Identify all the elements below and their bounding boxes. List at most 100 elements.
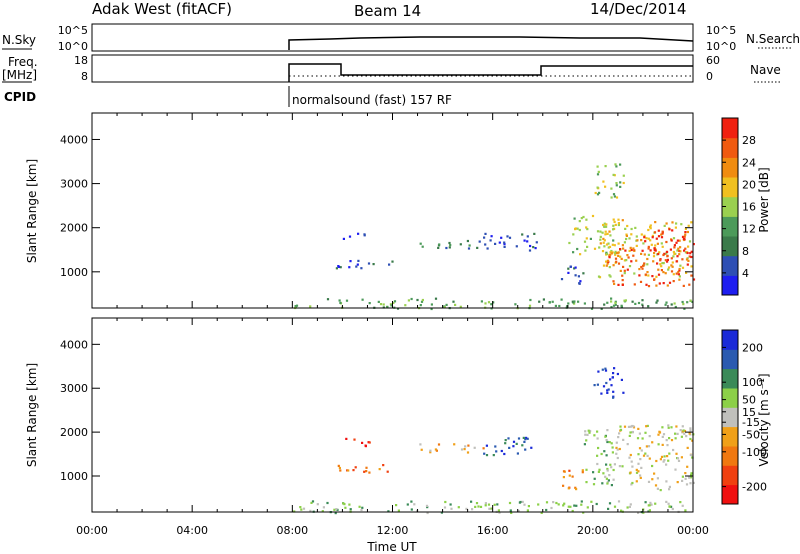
velocity-cell bbox=[567, 505, 570, 508]
velocity-cell bbox=[605, 381, 608, 385]
power-cell bbox=[673, 246, 676, 249]
power-cell bbox=[655, 237, 658, 240]
power-cell bbox=[619, 255, 622, 258]
velocity-cell bbox=[360, 508, 363, 512]
power-cell bbox=[641, 249, 644, 252]
velocity-cell bbox=[484, 504, 487, 507]
power-cell bbox=[478, 240, 481, 243]
velocity-cell bbox=[568, 469, 571, 472]
power-cell bbox=[657, 235, 661, 238]
velocity-colorbar-tick-label: 100 bbox=[742, 376, 763, 389]
velocity-cell bbox=[685, 435, 688, 438]
power-cell bbox=[348, 235, 352, 238]
velocity-cell bbox=[650, 503, 653, 506]
power-cell bbox=[649, 249, 652, 252]
velocity-cell bbox=[571, 475, 574, 478]
velocity-cell bbox=[668, 437, 671, 440]
power-ytick-label: 1000 bbox=[60, 266, 88, 279]
velocity-cell bbox=[682, 429, 685, 432]
velocity-cell bbox=[637, 462, 640, 465]
power-cell bbox=[438, 243, 441, 246]
velocity-cell bbox=[602, 472, 605, 475]
power-cell bbox=[660, 265, 663, 268]
velocity-cell bbox=[552, 501, 555, 504]
power-cell bbox=[642, 242, 645, 245]
power-cell bbox=[361, 298, 364, 301]
velocity-cell bbox=[668, 485, 671, 488]
freq-label: Freq. bbox=[8, 55, 38, 69]
velocity-cell bbox=[590, 500, 593, 503]
power-cell bbox=[606, 301, 609, 304]
velocity-cell bbox=[689, 453, 692, 457]
power-cell bbox=[386, 305, 389, 309]
power-cell bbox=[617, 222, 620, 225]
velocity-cell bbox=[607, 507, 610, 510]
velocity-cell bbox=[657, 443, 660, 446]
velocity-cell bbox=[426, 511, 429, 515]
power-cell bbox=[617, 254, 620, 257]
power-cell bbox=[503, 245, 506, 248]
velocity-colorbar-label: Velocity [m s⁻¹] bbox=[757, 373, 771, 466]
power-cell bbox=[528, 249, 532, 252]
velocity-cell bbox=[691, 456, 694, 459]
power-cell bbox=[659, 263, 662, 266]
power-cell bbox=[665, 250, 669, 254]
power-colorbar-tick-label: 16 bbox=[742, 201, 756, 214]
velocity-colorbar-swatch bbox=[722, 446, 738, 466]
power-colorbar-label: Power [dB] bbox=[757, 167, 771, 232]
nsky-tick-bottom: 10^0 bbox=[58, 40, 88, 53]
power-cell bbox=[682, 284, 685, 287]
power-cell bbox=[615, 184, 618, 187]
velocity-cell bbox=[606, 482, 609, 485]
power-cell bbox=[652, 255, 656, 258]
power-cell bbox=[596, 230, 600, 233]
power-cell bbox=[619, 248, 622, 251]
power-cell bbox=[615, 260, 618, 263]
power-cell bbox=[357, 259, 360, 262]
power-cell bbox=[614, 303, 617, 306]
power-cell bbox=[665, 252, 668, 255]
velocity-cell bbox=[681, 479, 684, 482]
power-cell bbox=[661, 232, 664, 235]
velocity-cell bbox=[679, 501, 682, 504]
power-cell bbox=[670, 239, 673, 242]
velocity-cell bbox=[378, 468, 381, 471]
power-ytick-label: 3000 bbox=[60, 178, 88, 191]
power-cell bbox=[625, 259, 628, 262]
power-cell bbox=[624, 227, 627, 230]
power-cell bbox=[687, 245, 690, 248]
velocity-cell bbox=[684, 477, 687, 480]
velocity-cell bbox=[335, 508, 338, 511]
power-cell bbox=[647, 237, 650, 240]
power-cell bbox=[664, 303, 667, 306]
velocity-cell bbox=[639, 458, 642, 461]
velocity-cell bbox=[680, 435, 683, 438]
velocity-colorbar-tick-label: 15 bbox=[742, 406, 756, 419]
power-cell bbox=[671, 221, 674, 224]
velocity-cell bbox=[493, 503, 496, 506]
power-cell bbox=[363, 233, 366, 236]
power-cell bbox=[671, 229, 674, 232]
power-cell bbox=[604, 233, 607, 236]
power-cell bbox=[679, 250, 682, 253]
power-cell bbox=[626, 224, 629, 228]
velocity-colorbar-frame bbox=[721, 329, 739, 505]
power-cell bbox=[515, 245, 518, 248]
velocity-cell bbox=[684, 509, 687, 512]
velocity-cell bbox=[596, 437, 599, 440]
velocity-cell bbox=[606, 440, 609, 444]
power-cell bbox=[645, 283, 648, 286]
velocity-cell bbox=[659, 458, 662, 461]
power-cell bbox=[668, 281, 672, 284]
velocity-cell bbox=[603, 450, 606, 453]
power-cell bbox=[590, 307, 594, 310]
power-cell bbox=[532, 246, 535, 249]
velocity-cell bbox=[674, 432, 677, 435]
velocity-cell bbox=[349, 508, 352, 511]
power-cell bbox=[619, 269, 622, 272]
power-cell bbox=[634, 226, 637, 229]
velocity-cell bbox=[596, 383, 599, 386]
power-axes: 1000 2000 3000 4000 bbox=[60, 113, 694, 308]
power-cell bbox=[603, 222, 606, 225]
velocity-cell bbox=[628, 434, 631, 437]
